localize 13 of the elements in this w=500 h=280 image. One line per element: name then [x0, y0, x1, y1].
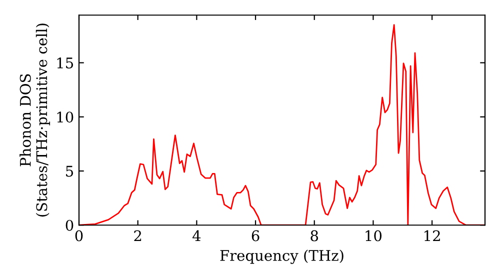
y-tick-label: 10 [57, 112, 74, 123]
x-tick-label: 4 [192, 230, 201, 242]
x-tick-label: 2 [134, 230, 142, 242]
x-tick-label: 8 [310, 230, 318, 242]
y-tick-label: 15 [57, 57, 74, 68]
x-tick-label: 0 [75, 230, 83, 242]
y-axis-title: Phonon DOS (States/THz·primitive cell) [20, 24, 50, 217]
y-tick-label: 0 [66, 220, 74, 231]
y-tick-label: 5 [66, 166, 74, 177]
x-tick-label: 10 [366, 230, 382, 242]
x-axis-title: Frequency (THz) [220, 250, 344, 264]
x-tick-label: 6 [252, 230, 260, 242]
x-tick-label: 12 [424, 230, 440, 242]
